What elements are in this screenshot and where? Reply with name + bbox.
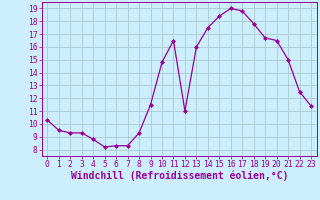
X-axis label: Windchill (Refroidissement éolien,°C): Windchill (Refroidissement éolien,°C) — [70, 171, 288, 181]
